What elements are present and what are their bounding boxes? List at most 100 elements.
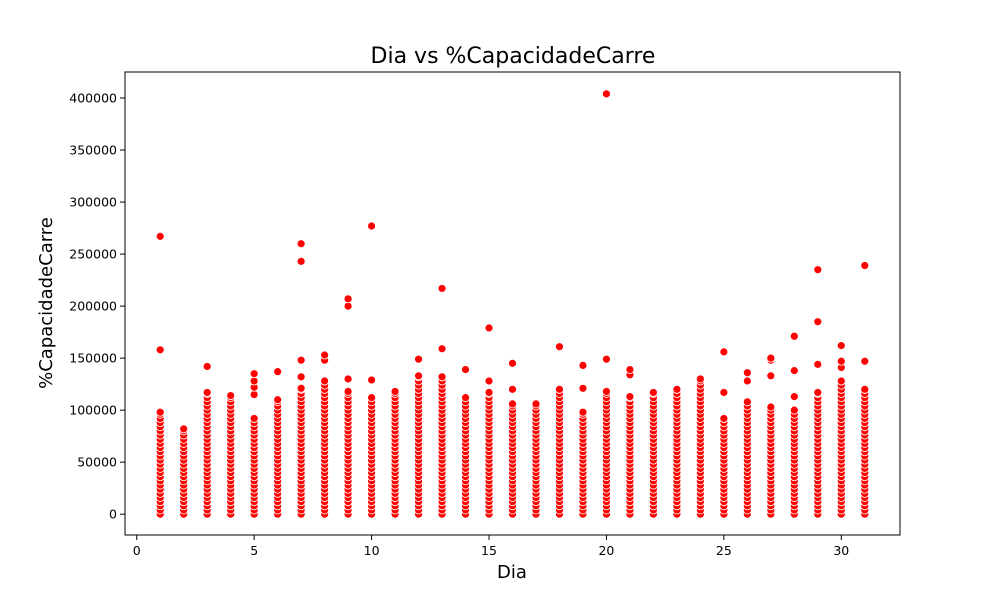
data-point <box>226 391 236 400</box>
data-point <box>813 359 823 369</box>
data-point <box>625 392 635 402</box>
data-point <box>813 265 823 275</box>
data-point <box>860 261 870 270</box>
data-point <box>249 390 259 399</box>
data-point <box>813 388 823 397</box>
y-tick-label: 150000 <box>69 351 117 366</box>
data-point <box>766 371 776 381</box>
data-point <box>484 323 494 333</box>
plot-frame <box>124 71 901 536</box>
y-tick-label: 100000 <box>69 403 117 418</box>
data-point <box>742 376 752 386</box>
data-point <box>742 397 752 407</box>
data-point <box>649 388 658 397</box>
data-points <box>155 89 870 519</box>
data-point <box>296 355 306 365</box>
data-point <box>789 366 799 376</box>
data-point <box>320 376 330 386</box>
data-point <box>202 388 212 397</box>
data-point <box>695 374 705 384</box>
x-tick-label: 10 <box>364 543 380 558</box>
data-point <box>414 354 423 364</box>
data-point <box>414 371 423 381</box>
data-point <box>578 361 588 370</box>
y-axis: 0 50000 100000 150000 200000 250000 300000 3500… <box>69 91 125 522</box>
data-point <box>273 395 283 405</box>
chart-title: Dia vs %CapacidadeCarre <box>371 44 656 69</box>
data-point <box>296 383 306 393</box>
data-point <box>602 387 611 396</box>
data-point <box>531 399 541 409</box>
data-point <box>249 376 259 386</box>
data-point <box>155 345 165 355</box>
data-point <box>343 294 353 304</box>
y-tick-label: 50000 <box>77 455 117 470</box>
data-point <box>437 284 447 293</box>
data-point <box>508 358 517 368</box>
data-point <box>343 374 353 384</box>
data-point <box>461 393 470 403</box>
data-point <box>836 356 846 366</box>
y-axis-label: %CapacidadeCarre <box>36 217 57 389</box>
data-point <box>813 317 823 327</box>
data-point <box>367 393 376 403</box>
data-point <box>789 392 799 402</box>
x-tick-label: 15 <box>481 543 497 558</box>
data-point <box>273 367 283 377</box>
data-point <box>155 407 165 417</box>
data-point <box>836 376 846 386</box>
data-point <box>296 256 306 266</box>
data-point <box>390 387 400 396</box>
data-point <box>155 231 165 241</box>
data-point <box>742 368 752 378</box>
data-point <box>719 388 729 397</box>
y-tick-label: 300000 <box>69 195 117 210</box>
data-point <box>296 239 306 249</box>
y-tick-label: 400000 <box>69 91 117 106</box>
data-point <box>343 387 353 396</box>
data-point <box>249 369 259 379</box>
x-tick-label: 25 <box>716 543 732 558</box>
x-tick-label: 5 <box>250 543 258 558</box>
x-axis-label: Dia <box>497 562 527 583</box>
data-point <box>860 356 870 366</box>
data-point <box>437 372 447 382</box>
data-point <box>437 344 447 354</box>
data-point <box>672 384 682 394</box>
data-point <box>766 353 776 363</box>
data-point <box>555 384 564 394</box>
data-point <box>484 388 494 397</box>
data-point <box>484 376 494 386</box>
data-point <box>461 365 470 374</box>
data-point <box>860 384 870 394</box>
y-tick-label: 200000 <box>69 299 117 314</box>
data-point <box>320 350 330 360</box>
data-point <box>719 347 729 357</box>
data-point <box>202 362 212 371</box>
data-point <box>789 331 799 341</box>
y-tick-label: 250000 <box>69 247 117 262</box>
data-point <box>555 342 564 352</box>
data-point <box>578 383 588 393</box>
x-tick-label: 0 <box>133 543 141 558</box>
data-point <box>343 301 353 311</box>
data-point <box>367 221 376 231</box>
y-tick-label: 350000 <box>69 143 117 158</box>
data-point <box>367 375 376 385</box>
x-tick-label: 30 <box>833 543 849 558</box>
data-point <box>578 407 588 417</box>
data-point <box>508 384 517 394</box>
data-point <box>625 365 635 374</box>
data-point <box>602 89 611 99</box>
data-point <box>766 402 776 412</box>
data-point <box>508 399 517 409</box>
data-point <box>789 405 799 415</box>
x-axis: 0 5 10 15 20 25 30 <box>133 535 849 558</box>
data-point <box>249 414 259 423</box>
data-point <box>179 424 189 434</box>
data-point <box>719 414 729 423</box>
data-point <box>296 372 306 382</box>
data-point <box>836 341 846 351</box>
y-tick-label: 0 <box>109 507 117 522</box>
